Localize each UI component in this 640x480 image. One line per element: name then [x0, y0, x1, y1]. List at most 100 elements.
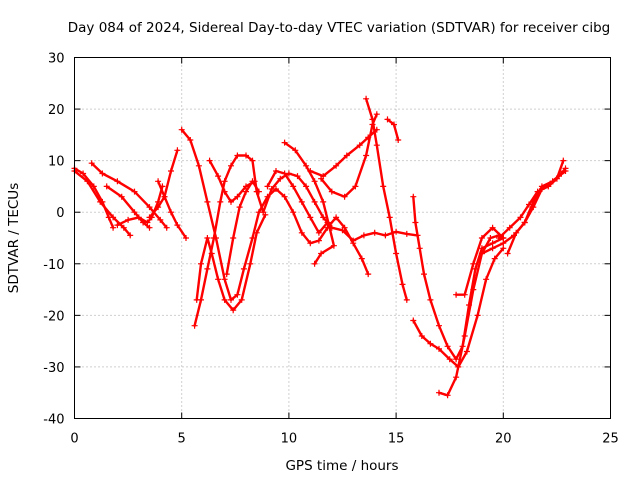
data-point: [174, 222, 181, 229]
series-track-8: [178, 126, 372, 303]
data-point: [307, 168, 314, 174]
data-point: [373, 111, 380, 118]
data-point: [412, 219, 419, 226]
series-track-20: [410, 245, 507, 370]
data-point: [178, 126, 185, 133]
data-point: [228, 198, 234, 205]
data-point: [521, 219, 528, 226]
data-point: [303, 162, 310, 169]
y-tick-label: 30: [48, 52, 65, 67]
x-axis-label: GPS time / hours: [285, 458, 398, 474]
series-trace: [506, 169, 567, 255]
data-point: [436, 322, 442, 329]
data-point: [427, 296, 434, 303]
series-trace: [73, 169, 132, 237]
data-point: [403, 296, 410, 303]
data-point: [118, 193, 125, 200]
data-point: [253, 229, 260, 236]
data-point: [198, 260, 204, 267]
data-point: [161, 193, 168, 200]
data-point: [234, 291, 241, 298]
data-point: [311, 178, 318, 185]
data-point: [416, 245, 423, 252]
data-point: [318, 250, 325, 257]
data-point: [453, 356, 460, 363]
data-point: [174, 147, 181, 154]
data-point: [560, 157, 567, 164]
data-point: [358, 255, 365, 262]
series-track-22: [453, 224, 507, 298]
data-point: [249, 178, 256, 185]
data-point: [461, 291, 468, 298]
data-point: [487, 235, 494, 241]
data-point: [114, 222, 121, 229]
data-point: [526, 201, 532, 208]
data-point: [215, 276, 222, 283]
data-point: [290, 209, 297, 216]
data-point: [210, 235, 217, 241]
data-point: [326, 224, 333, 231]
data-point: [97, 198, 104, 205]
data-point: [303, 183, 310, 190]
series-track-15: [307, 126, 380, 180]
series-track-18: [384, 116, 402, 143]
series-trace: [497, 159, 565, 240]
data-point: [183, 235, 189, 241]
data-point: [131, 188, 138, 195]
data-point: [538, 186, 545, 192]
y-tick-label: -40: [43, 413, 64, 428]
data-point: [491, 255, 498, 262]
data-point: [240, 265, 247, 272]
data-point: [350, 237, 357, 244]
data-point: [281, 193, 288, 200]
data-point: [453, 291, 460, 298]
data-point: [352, 183, 359, 190]
data-point: [131, 209, 138, 216]
series-trace: [364, 97, 408, 302]
data-point: [155, 204, 162, 211]
data-point: [530, 204, 537, 211]
data-point: [110, 224, 117, 231]
data-point: [146, 204, 153, 211]
data-point: [243, 152, 249, 159]
data-point: [333, 214, 340, 221]
series-track-25: [504, 168, 569, 257]
data-point: [168, 209, 174, 216]
x-tick-label: 0: [70, 432, 78, 447]
data-point: [88, 160, 95, 167]
y-tick-label: -30: [43, 361, 64, 376]
data-point: [478, 250, 485, 257]
y-tick-label: -10: [43, 258, 64, 273]
data-point: [444, 392, 451, 399]
data-point: [446, 356, 453, 363]
data-point: [421, 271, 427, 278]
data-point: [221, 188, 228, 195]
data-point: [315, 237, 322, 244]
data-point: [311, 260, 318, 267]
data-point: [341, 193, 348, 200]
data-point: [191, 322, 198, 329]
data-point: [168, 168, 174, 174]
series-track-14: [281, 139, 337, 267]
data-point: [195, 162, 202, 169]
data-point: [120, 224, 127, 231]
y-tick-label: 0: [56, 206, 64, 221]
data-point: [343, 152, 350, 159]
data-point: [228, 296, 234, 303]
data-marks: [71, 95, 569, 399]
series-trace: [437, 234, 501, 397]
data-point: [144, 219, 151, 226]
series-track-12: [223, 178, 262, 278]
data-point: [393, 228, 400, 235]
x-tick-label: 5: [178, 432, 186, 447]
data-point: [125, 216, 132, 223]
data-point: [264, 183, 271, 190]
data-point: [373, 142, 380, 149]
data-point: [215, 173, 222, 180]
data-point: [84, 178, 91, 185]
series-track-13: [264, 168, 331, 236]
data-point: [204, 198, 211, 205]
data-point: [155, 178, 162, 185]
y-tick-label: 20: [48, 103, 65, 118]
chart-title: Day 084 of 2024, Sidereal Day-to-day VTE…: [68, 20, 611, 36]
